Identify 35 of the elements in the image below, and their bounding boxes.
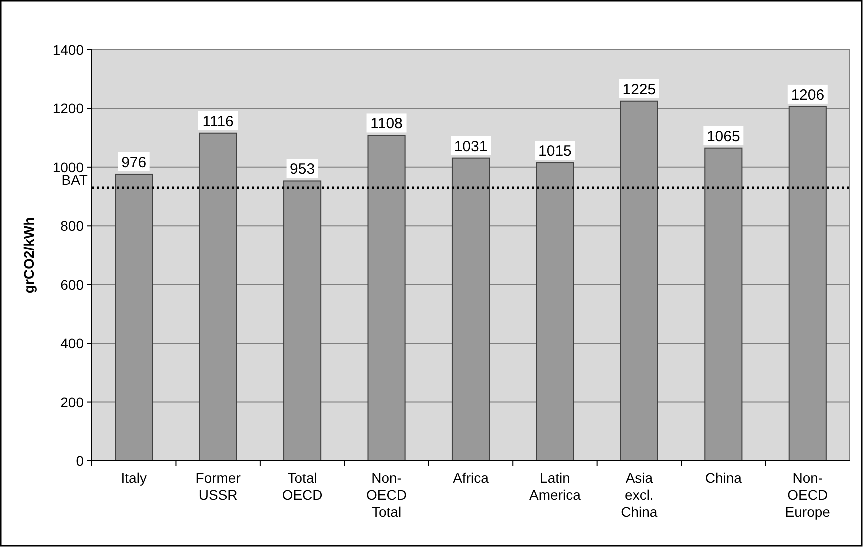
- data-label: 1108: [370, 116, 403, 133]
- y-tick-label: 800: [60, 218, 84, 234]
- x-tick-label: Italy: [121, 470, 147, 486]
- bar: [620, 100, 658, 462]
- y-tick-label: 200: [60, 394, 84, 410]
- data-label: 1031: [454, 138, 488, 156]
- bar: [368, 135, 406, 462]
- x-tick-label: Former USSR: [196, 470, 242, 503]
- bar: [788, 106, 827, 462]
- y-tick-label: 0: [76, 453, 84, 469]
- data-label: 953: [290, 161, 316, 178]
- x-tick-label: Latin America: [530, 470, 582, 503]
- bar: [452, 158, 490, 462]
- x-tick-label: Asia excl. China: [621, 470, 658, 520]
- y-tick-label: 600: [60, 276, 84, 293]
- x-tick-label: China: [705, 470, 742, 486]
- y-tick-label: 400: [60, 336, 84, 352]
- data-label: 1015: [538, 143, 572, 160]
- x-tick-label: Non-OECD Europe: [785, 470, 831, 520]
- x-tick-label: Total OECD: [282, 470, 323, 503]
- bar: [704, 148, 743, 462]
- y-axis-title: grCO2/kWh: [21, 217, 37, 294]
- bar: [199, 132, 238, 462]
- data-label: 976: [122, 154, 147, 172]
- data-label: 1116: [202, 113, 234, 130]
- x-tick-label: Non-OECD Total: [366, 470, 408, 520]
- bar: [115, 174, 154, 462]
- data-label: 1065: [706, 128, 740, 146]
- x-tick-label: Africa: [453, 470, 490, 486]
- bar: [536, 162, 574, 462]
- bar: [284, 180, 322, 462]
- data-label: 1206: [791, 86, 825, 104]
- y-tick-label: 1200: [52, 100, 84, 117]
- data-label: 1225: [622, 81, 656, 98]
- y-tick-label: 1400: [52, 42, 84, 58]
